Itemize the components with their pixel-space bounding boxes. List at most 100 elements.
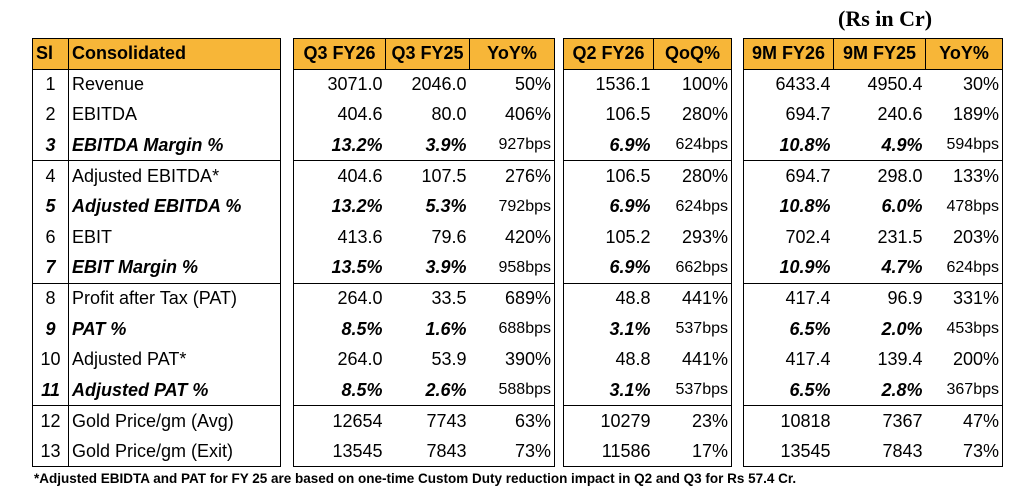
value-cell: 106.5 — [563, 160, 654, 192]
value-cell: 6433.4 — [743, 69, 834, 100]
value-cell: 48.8 — [563, 344, 654, 376]
row-label: Adjusted EBITDA % — [68, 191, 281, 223]
value-cell: 4.9% — [881, 134, 923, 155]
table-row: 1 Revenue — [32, 69, 281, 100]
value-cell: 441% — [653, 344, 732, 376]
header-9m-fy26: 9M FY26 — [743, 38, 834, 70]
value-cell: 958bps — [469, 252, 555, 284]
value-cell: 4.7% — [881, 257, 923, 278]
value-cell: 441% — [653, 282, 732, 314]
value-cell: 80.0 — [431, 104, 467, 125]
value-cell: 298.0 — [833, 160, 926, 192]
value-cell: 478bps — [925, 191, 1003, 223]
row-number: 12 — [32, 405, 69, 437]
value-cell: 293% — [653, 222, 732, 253]
value-cell: 33.5 — [385, 282, 470, 314]
value-cell: 240.6 — [877, 104, 923, 125]
table-row: 4 Adjusted EBITDA* — [32, 160, 281, 192]
value-cell: 537bps — [653, 375, 732, 406]
nine-month-table: 9M FY26 9M FY25 YoY% 6433.4 4950.4 30% 694.… — [743, 38, 1003, 468]
value-cell: 6.9% — [563, 252, 654, 284]
value-cell: 7843 — [833, 436, 926, 468]
q3-table: Q3 FY26 Q3 FY25 YoY% 3071.0 2046.0 50% 404.… — [293, 38, 555, 468]
table-row: 48.8 441% — [563, 282, 732, 314]
table-row: 6.9% 662bps — [563, 252, 732, 284]
value-cell: 100% — [653, 69, 732, 100]
value-cell: 231.5 — [877, 226, 923, 247]
value-cell: 3071.0 — [293, 69, 386, 100]
value-cell: 624bps — [925, 252, 1003, 284]
value-cell: 7843 — [385, 436, 470, 468]
value-cell: 13545 — [293, 436, 386, 468]
value-cell: 413.6 — [293, 222, 386, 253]
value-cell: 10.9% — [743, 252, 834, 284]
value-cell: 133% — [925, 160, 1003, 192]
row-label: EBITDA — [68, 99, 281, 131]
value-cell: 23% — [653, 405, 732, 437]
header-q3-fy26: Q3 FY26 — [293, 38, 386, 70]
value-cell: 331% — [925, 282, 1003, 314]
value-cell: 11586 — [563, 436, 654, 468]
value-cell: 689% — [469, 282, 555, 314]
value-cell: 1536.1 — [563, 69, 654, 100]
table-row: 10.9% 4.7% 624bps — [743, 252, 1003, 284]
table-row: 6 EBIT — [32, 222, 281, 253]
value-cell: 694.7 — [743, 99, 834, 131]
value-cell: 48.8 — [563, 282, 654, 314]
value-cell: 264.0 — [293, 344, 386, 376]
value-cell: 10818 — [743, 405, 834, 437]
header-row: Q2 FY26 QoQ% — [563, 38, 732, 70]
value-cell: 662bps — [653, 252, 732, 284]
value-cell: 588bps — [469, 375, 555, 406]
value-cell: 694.7 — [743, 160, 834, 192]
table-row: 413.6 79.6 420% — [293, 222, 555, 253]
value-cell: 688bps — [469, 313, 555, 345]
table-row: 3071.0 2046.0 50% — [293, 69, 555, 100]
value-cell: 3.1% — [563, 313, 654, 345]
table-row: 1536.1 100% — [563, 69, 732, 100]
table-row: 48.8 441% — [563, 344, 732, 376]
value-cell: 6.0% — [881, 196, 923, 217]
table-row: 264.0 53.9 390% — [293, 344, 555, 376]
table-row: 13.2% 3.9% 927bps — [293, 130, 555, 161]
value-cell: 2.0% — [881, 318, 923, 339]
table-row: 2 EBITDA — [32, 99, 281, 131]
table-row: 5 Adjusted EBITDA % — [32, 191, 281, 223]
table-row: 404.6 107.5 276% — [293, 160, 555, 192]
row-number: 2 — [32, 99, 69, 131]
header-row: Q3 FY26 Q3 FY25 YoY% — [293, 38, 555, 70]
value-cell: 5.3% — [425, 196, 467, 217]
value-cell: 50% — [469, 69, 555, 100]
table-row: 13 Gold Price/gm (Exit) — [32, 436, 281, 468]
value-cell: 406% — [469, 99, 555, 131]
row-number: 8 — [32, 282, 69, 314]
row-label: Profit after Tax (PAT) — [68, 282, 281, 314]
header-sl: Sl — [32, 38, 69, 70]
table-row: 105.2 293% — [563, 222, 732, 253]
value-cell: 6.9% — [563, 191, 654, 223]
value-cell: 927bps — [469, 130, 555, 161]
value-cell: 594bps — [925, 130, 1003, 161]
table-row: 10279 23% — [563, 405, 732, 437]
value-cell: 1.6% — [425, 318, 467, 339]
value-cell: 420% — [469, 222, 555, 253]
value-cell: 404.6 — [293, 99, 386, 131]
table-row: 694.7 240.6 189% — [743, 99, 1003, 131]
metrics-label-table: Sl Consolidated 1 Revenue 2 EBITDA 3 EBITDA M… — [32, 38, 281, 468]
value-cell: 702.4 — [743, 222, 834, 253]
table-row: 417.4 96.9 331% — [743, 282, 1003, 314]
table-row: 702.4 231.5 203% — [743, 222, 1003, 253]
table-row: 8.5% 2.6% 588bps — [293, 375, 555, 406]
row-label: Adjusted PAT % — [68, 375, 281, 406]
table-row: 7 EBIT Margin % — [32, 252, 281, 284]
value-cell: 7367 — [833, 405, 926, 437]
value-cell: 280% — [653, 160, 732, 192]
row-label: Gold Price/gm (Exit) — [68, 436, 281, 468]
table-row: 12 Gold Price/gm (Avg) — [32, 405, 281, 437]
table-row: 10 Adjusted PAT* — [32, 344, 281, 376]
value-cell: 4950.4 — [867, 74, 923, 95]
value-cell: 13.2% — [293, 191, 386, 223]
row-label: Gold Price/gm (Avg) — [68, 405, 281, 437]
value-cell: 417.4 — [743, 344, 834, 376]
table-row: 106.5 280% — [563, 160, 732, 192]
